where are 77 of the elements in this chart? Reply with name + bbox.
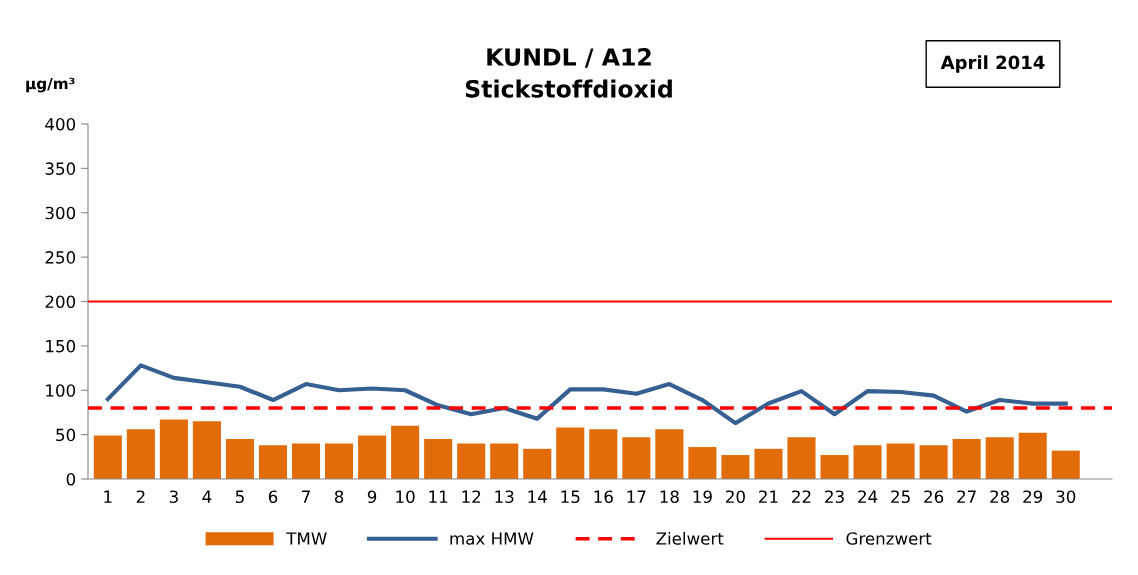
x-tick-label: 8 <box>334 490 344 504</box>
bar <box>622 437 651 479</box>
x-tick-label: 21 <box>759 490 778 503</box>
legend-label: TMW <box>286 532 327 545</box>
x-tick-label: 2 <box>136 490 145 503</box>
bar <box>126 429 155 479</box>
x-tick-label: 18 <box>660 490 679 504</box>
bar <box>721 455 750 479</box>
legend-label: max HMW <box>450 532 534 545</box>
bar <box>1051 450 1080 479</box>
x-tick-label: 11 <box>429 490 448 503</box>
bar <box>886 443 915 479</box>
y-tick-label: 50 <box>56 428 76 442</box>
x-tick-label: 12 <box>462 490 481 503</box>
bar <box>424 439 453 479</box>
bar <box>159 419 188 479</box>
chart-title: KUNDL / A12 Stickstoffdioxid <box>465 48 672 98</box>
bar <box>358 435 387 479</box>
x-tick-label: 23 <box>825 490 844 504</box>
legend-label: Grenzwert <box>846 532 932 545</box>
x-tick-label: 26 <box>924 490 944 504</box>
bar <box>820 455 849 479</box>
bar <box>589 429 618 479</box>
y-tick-label: 0 <box>66 472 76 486</box>
x-tick-label: 16 <box>594 490 613 504</box>
y-tick-label: 100 <box>46 384 76 397</box>
bar <box>523 448 552 479</box>
y-tick-label: 200 <box>45 295 76 309</box>
bar <box>325 443 354 479</box>
bar <box>919 445 948 479</box>
x-tick-label: 14 <box>528 490 547 503</box>
bar <box>258 445 288 479</box>
y-tick-label: 400 <box>45 117 76 131</box>
x-tick-label: 28 <box>990 490 1010 504</box>
x-tick-label: 30 <box>1056 490 1076 504</box>
bar <box>952 439 981 479</box>
y-tick-label: 300 <box>45 206 76 220</box>
x-tick-label: 7 <box>302 490 310 503</box>
y-axis-title: µg/m³ <box>26 77 75 93</box>
x-tick-label: 4 <box>202 490 212 503</box>
x-tick-label: 13 <box>495 490 514 504</box>
bar <box>391 425 420 479</box>
bar <box>985 437 1014 479</box>
y-tick-label: 250 <box>45 251 76 264</box>
x-tick-label: 24 <box>858 490 878 503</box>
bar <box>291 443 321 479</box>
x-tick-label: 1 <box>104 490 112 503</box>
legend-label: Zielwert <box>656 531 724 545</box>
bar <box>688 447 717 479</box>
x-tick-label: 5 <box>235 490 244 504</box>
x-tick-label: 10 <box>396 490 415 504</box>
bar <box>192 421 221 479</box>
x-tick-label: 6 <box>268 490 278 504</box>
x-tick-label: 17 <box>627 490 646 503</box>
bar <box>787 437 816 479</box>
line-series <box>105 363 1068 426</box>
x-tick-label: 19 <box>693 490 712 504</box>
bar <box>225 439 254 479</box>
x-tick-label: 20 <box>726 490 745 504</box>
bar <box>754 448 783 479</box>
x-tick-label: 29 <box>1023 490 1043 504</box>
bar <box>655 429 684 479</box>
bar <box>93 435 122 479</box>
bar <box>1018 432 1047 479</box>
y-tick-label: 150 <box>46 339 76 353</box>
bar <box>556 427 585 479</box>
x-tick-label: 25 <box>891 490 910 504</box>
x-tick-label: 22 <box>792 490 811 503</box>
bar <box>853 445 882 479</box>
x-tick-label: 9 <box>367 490 377 504</box>
x-tick-label: 27 <box>957 490 976 503</box>
bar <box>490 443 519 479</box>
x-tick-label: 3 <box>169 490 178 504</box>
y-tick-label: 350 <box>45 162 76 175</box>
x-tick-label: 15 <box>561 490 580 504</box>
text: April 2014 <box>940 55 1045 73</box>
bar <box>457 443 486 479</box>
